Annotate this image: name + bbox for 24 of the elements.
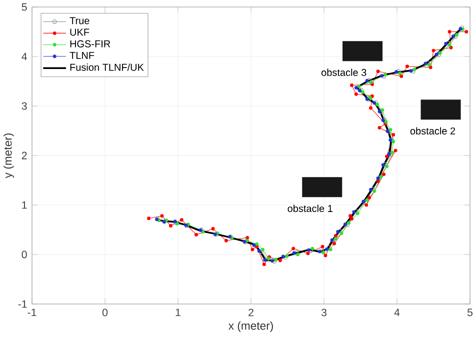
legend-label: UKF (70, 28, 90, 36)
y-tick-label: 0 (22, 250, 27, 258)
legend-label: Fusion TLNF/UK (70, 64, 144, 71)
y-axis-title: y (meter) (3, 134, 14, 178)
legend-label: HGS-FIR (70, 40, 110, 48)
x-tick-label: 5 (467, 308, 473, 316)
y-tick-label: 2 (22, 152, 27, 160)
legend-label: TLNF (70, 52, 94, 59)
x-tick-label: 1 (176, 308, 180, 316)
annotation: obstacle 3 (321, 68, 366, 76)
y-tick-label: 4 (22, 52, 27, 60)
y-tick-label: 5 (22, 3, 27, 11)
x-tick-label: 4 (394, 308, 400, 316)
x-tick-label: 2 (248, 308, 254, 316)
x-tick-label: 3 (321, 308, 326, 316)
annotation: obstacle 2 (410, 127, 456, 135)
x-axis-title: x (meter) (228, 321, 273, 332)
y-tick-label: 1 (22, 201, 27, 209)
y-tick-label: 3 (22, 102, 27, 110)
x-tick-label: 0 (102, 308, 108, 316)
legend-label: True (70, 17, 90, 24)
x-tick-label: -1 (28, 308, 36, 316)
annotation: obstacle 1 (288, 204, 332, 212)
y-tick-label: -1 (18, 300, 27, 308)
